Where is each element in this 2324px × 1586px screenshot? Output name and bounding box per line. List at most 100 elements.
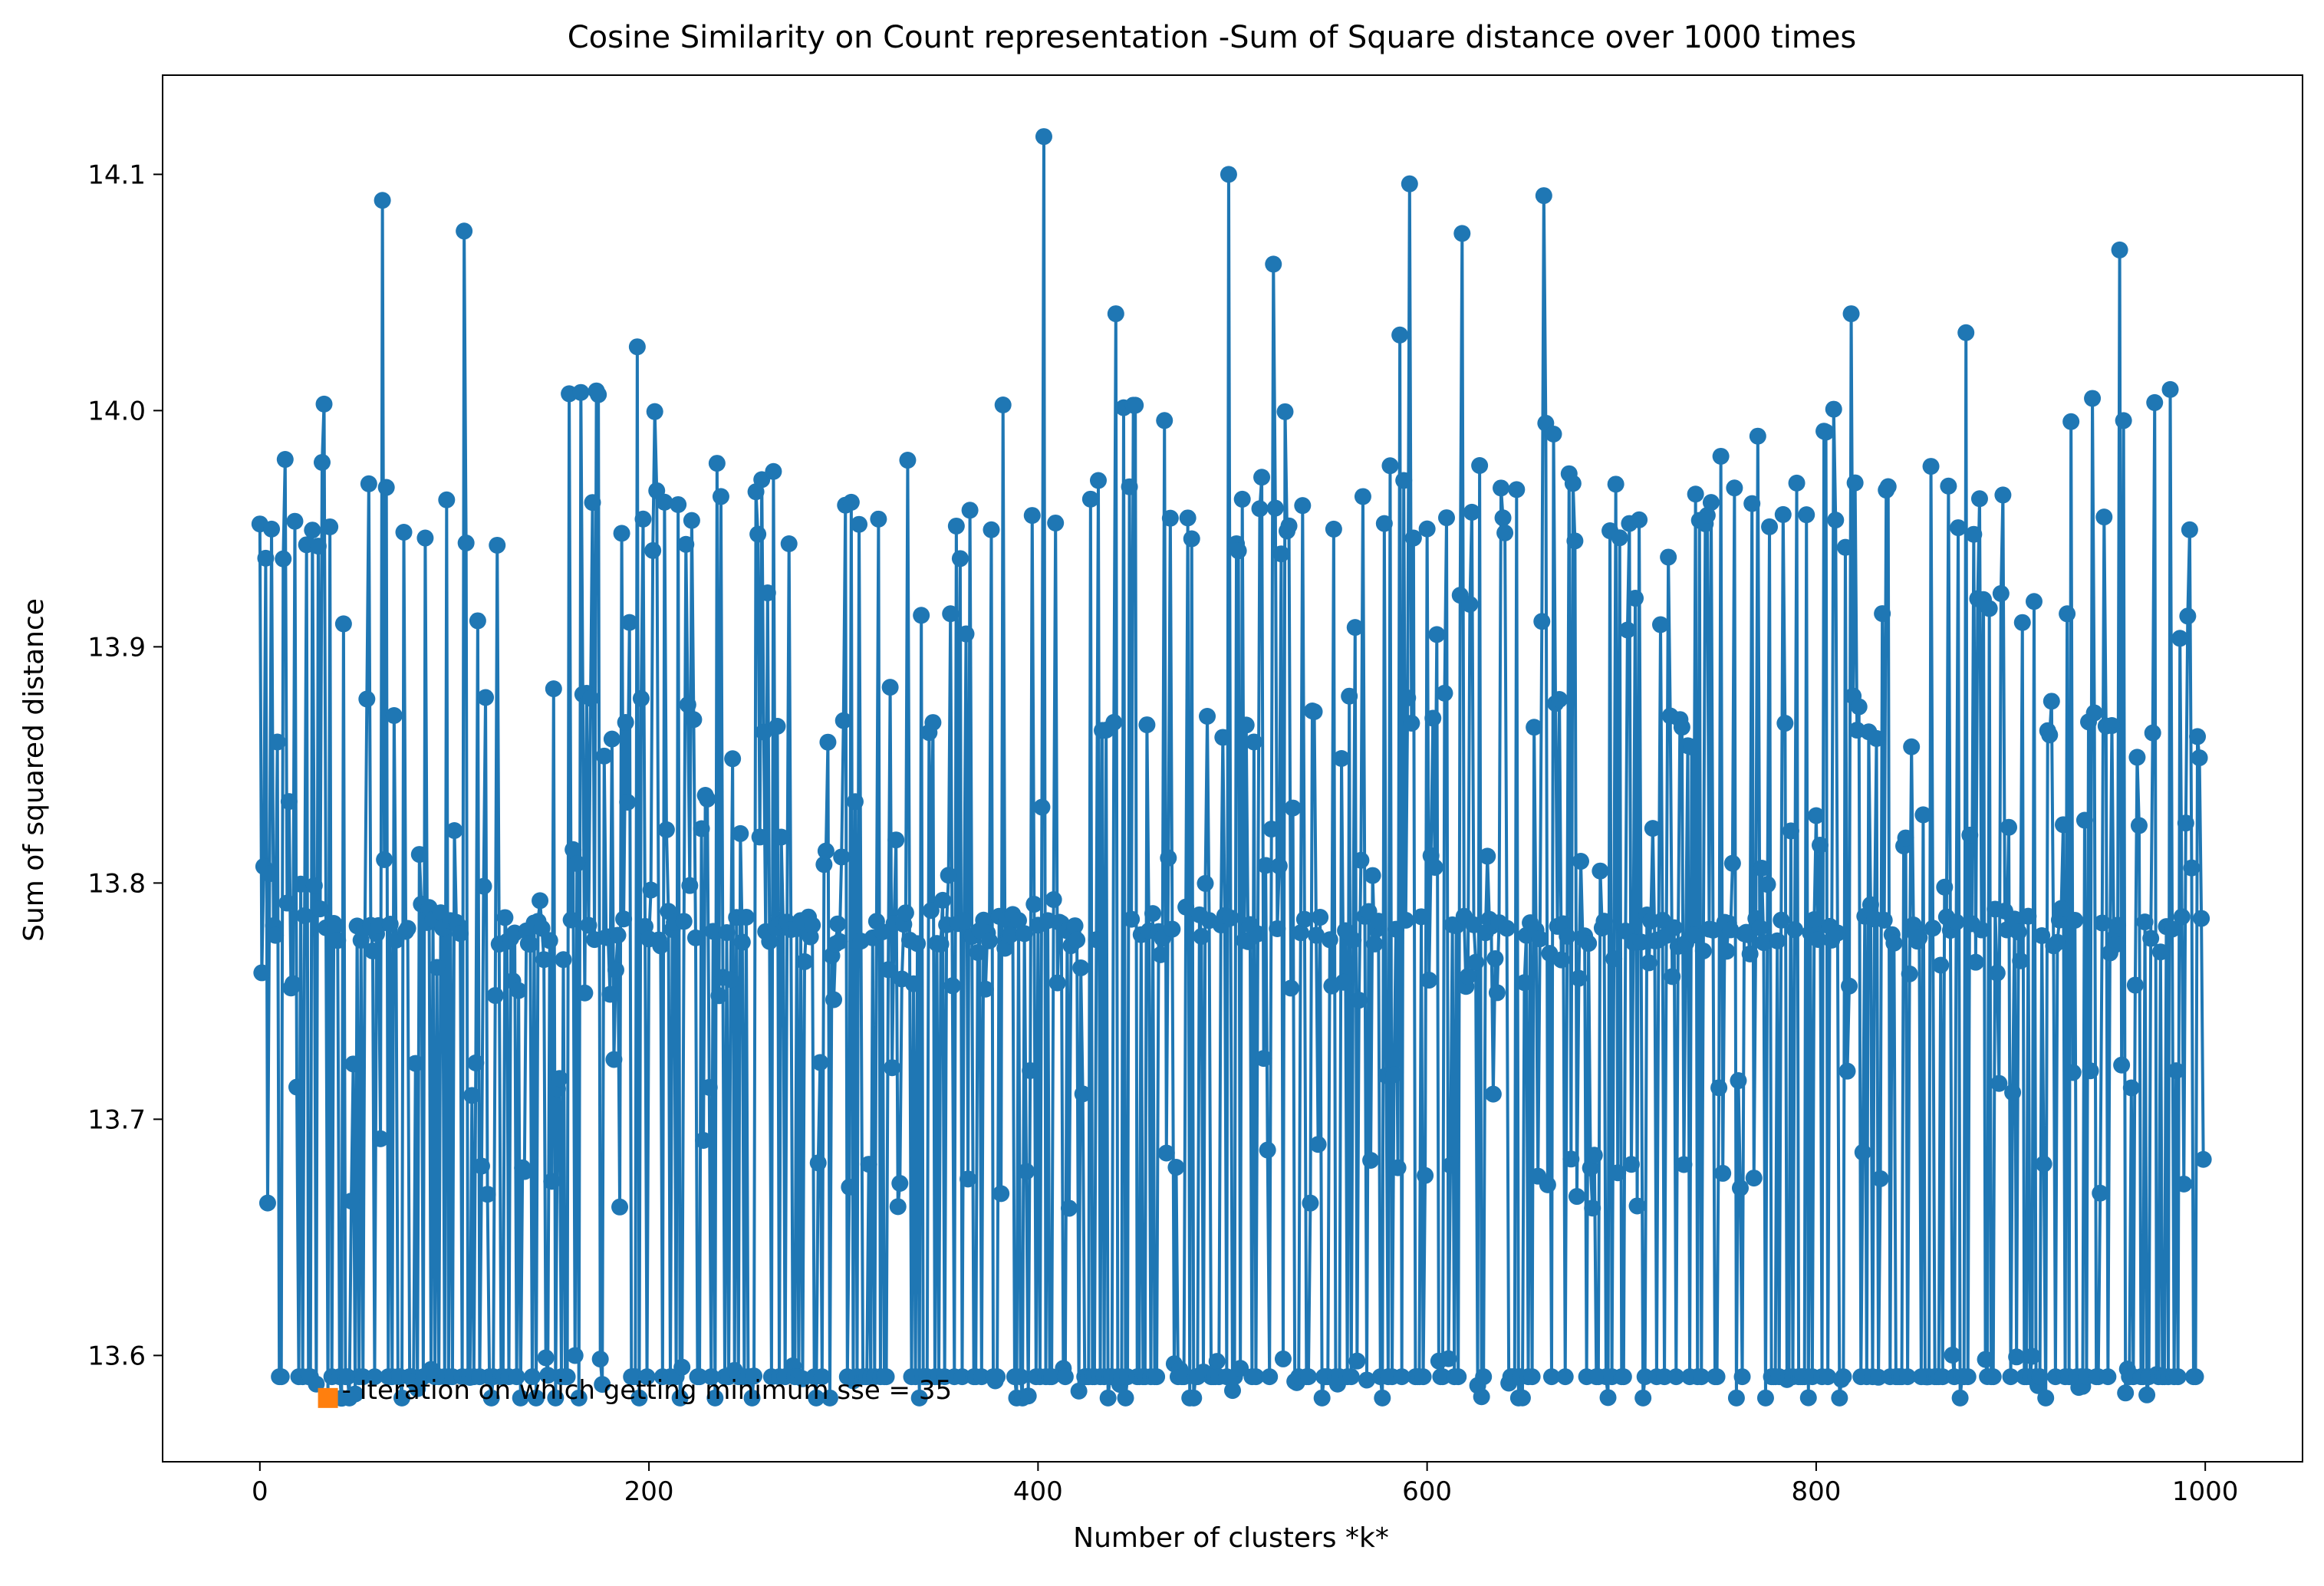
data-point xyxy=(1016,925,1033,943)
data-point xyxy=(2008,1348,2026,1366)
data-point xyxy=(1842,305,1860,323)
data-point xyxy=(2168,1062,2185,1080)
data-point xyxy=(811,1054,829,1071)
data-point xyxy=(829,915,847,933)
data-point xyxy=(576,984,594,1002)
data-point xyxy=(568,854,586,872)
data-point xyxy=(1559,927,1576,945)
data-point xyxy=(851,515,868,533)
data-point xyxy=(1229,542,1247,560)
data-point xyxy=(1698,506,1716,524)
data-point xyxy=(619,794,637,811)
data-point xyxy=(1854,1143,1871,1161)
data-point xyxy=(580,916,597,934)
data-point xyxy=(475,877,492,895)
data-point xyxy=(1354,488,1371,505)
data-point xyxy=(969,943,986,961)
data-point xyxy=(2130,817,2148,834)
data-point xyxy=(1261,1368,1279,1386)
data-point xyxy=(477,689,495,706)
data-point xyxy=(796,953,813,970)
data-point xyxy=(1401,175,1418,192)
data-point xyxy=(2085,704,2103,722)
data-point xyxy=(679,696,696,713)
data-point xyxy=(2115,412,2132,429)
data-point xyxy=(1045,891,1062,909)
y-tick-label: 13.7 xyxy=(87,1104,146,1135)
data-point xyxy=(1723,854,1741,872)
data-point xyxy=(1418,520,1436,538)
data-point xyxy=(278,894,296,912)
data-point xyxy=(2177,814,2194,832)
data-point xyxy=(1580,935,1598,953)
data-point xyxy=(957,625,975,643)
data-point xyxy=(1199,707,1216,725)
data-point xyxy=(1232,1360,1249,1377)
data-point xyxy=(1829,924,1846,942)
data-point xyxy=(1722,921,1740,939)
data-point xyxy=(831,933,848,950)
data-point xyxy=(646,403,663,420)
data-point xyxy=(263,520,281,538)
data-point xyxy=(994,396,1012,413)
data-point xyxy=(2126,976,2144,994)
data-point xyxy=(1370,913,1387,930)
data-point xyxy=(1959,1368,1977,1386)
data-point xyxy=(1675,1156,1693,1173)
data-point xyxy=(1523,1368,1541,1386)
data-point xyxy=(621,614,638,631)
data-point xyxy=(1193,928,1210,945)
data-point xyxy=(1611,529,1628,547)
data-point xyxy=(327,917,344,935)
axes-frame xyxy=(162,74,2303,1463)
minimum-annotation: - Iteration on which getting minimum sse… xyxy=(342,1375,953,1406)
data-point xyxy=(1270,857,1288,875)
data-point xyxy=(932,936,950,953)
data-point xyxy=(334,615,352,633)
data-point xyxy=(940,867,957,884)
data-point xyxy=(1841,977,1858,995)
data-point xyxy=(566,1347,584,1364)
data-point xyxy=(628,338,646,356)
data-point xyxy=(1712,447,1730,465)
data-point xyxy=(1022,1061,1039,1079)
data-point xyxy=(1152,946,1170,963)
data-point xyxy=(533,920,551,937)
data-point xyxy=(1424,709,1442,727)
data-point xyxy=(846,793,864,811)
data-point xyxy=(1144,905,1162,923)
data-point xyxy=(1862,896,1879,913)
data-point xyxy=(584,494,601,512)
data-point xyxy=(704,923,722,940)
data-point xyxy=(942,605,960,623)
data-point xyxy=(469,612,486,630)
data-point xyxy=(1266,499,1284,517)
data-point xyxy=(2187,1368,2204,1386)
data-point xyxy=(644,541,662,559)
data-point xyxy=(2189,728,2207,745)
data-point xyxy=(673,1358,691,1376)
data-point xyxy=(532,892,549,910)
data-point xyxy=(2062,413,2080,430)
data-point xyxy=(2059,605,2076,623)
data-point xyxy=(951,550,969,568)
data-point xyxy=(2013,614,2031,631)
data-point xyxy=(973,1368,990,1386)
data-point xyxy=(808,1389,825,1407)
data-point xyxy=(253,964,271,982)
data-point xyxy=(1875,911,1893,929)
data-point xyxy=(407,1055,424,1072)
data-point xyxy=(1321,931,1338,949)
data-point xyxy=(456,222,473,240)
data-point xyxy=(1366,935,1384,953)
data-point xyxy=(1731,1180,1749,1197)
data-point xyxy=(2191,749,2208,767)
data-point xyxy=(1751,919,1769,936)
data-point xyxy=(570,1389,588,1407)
y-axis-label: Sum of squared distance xyxy=(18,598,50,942)
x-axis-label: Number of clusters *k* xyxy=(1073,1522,1389,1554)
data-point xyxy=(765,462,782,480)
data-point xyxy=(399,920,416,937)
data-point xyxy=(267,926,285,944)
data-point xyxy=(1836,538,1854,556)
